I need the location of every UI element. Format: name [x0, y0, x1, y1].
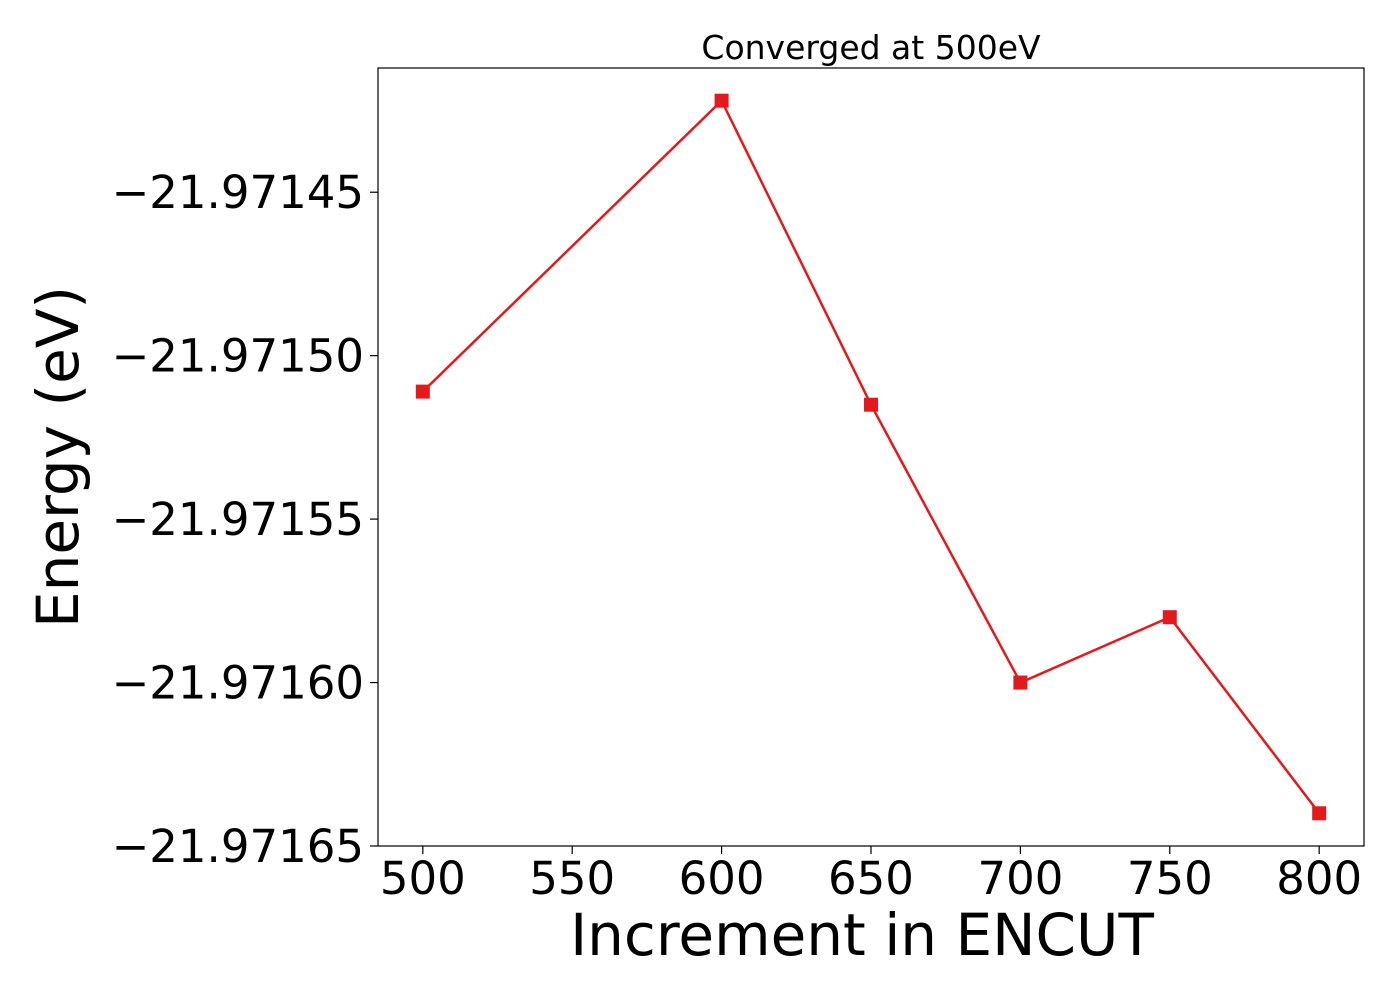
x-tick-label: 750	[1127, 852, 1213, 905]
x-ticks: 500 550 600 650 700 750 800	[380, 846, 1362, 905]
data-point-marker	[415, 384, 430, 399]
x-axis-label: Increment in ENCUT	[570, 901, 1154, 969]
x-tick-label: 700	[977, 852, 1063, 905]
data-point-marker	[1013, 675, 1028, 690]
series-line	[421, 98, 1321, 815]
x-tick-label: 500	[380, 852, 466, 905]
x-tick-label: 800	[1276, 852, 1362, 905]
y-tick-label: −21.97150	[112, 330, 364, 383]
y-axis-label: Energy (eV)	[24, 286, 92, 628]
y-ticks: −21.97145 −21.97150 −21.97155 −21.97160 −21.…	[112, 166, 378, 873]
x-tick-label: 600	[679, 852, 765, 905]
y-tick-label: −21.97165	[112, 820, 364, 873]
data-point-marker	[1312, 806, 1327, 821]
x-tick-label: 650	[828, 852, 914, 905]
data-point-marker	[714, 93, 729, 108]
data-series	[415, 93, 1327, 821]
x-tick-label: 550	[529, 852, 615, 905]
chart-title: Converged at 500eV	[701, 28, 1041, 67]
plot-area-frame	[377, 67, 1365, 847]
data-point-marker	[864, 397, 878, 412]
y-tick-label: −21.97160	[112, 657, 364, 710]
data-point-marker	[1162, 610, 1177, 625]
y-tick-label: −21.97145	[112, 166, 364, 219]
y-tick-label: −21.97155	[112, 493, 364, 546]
